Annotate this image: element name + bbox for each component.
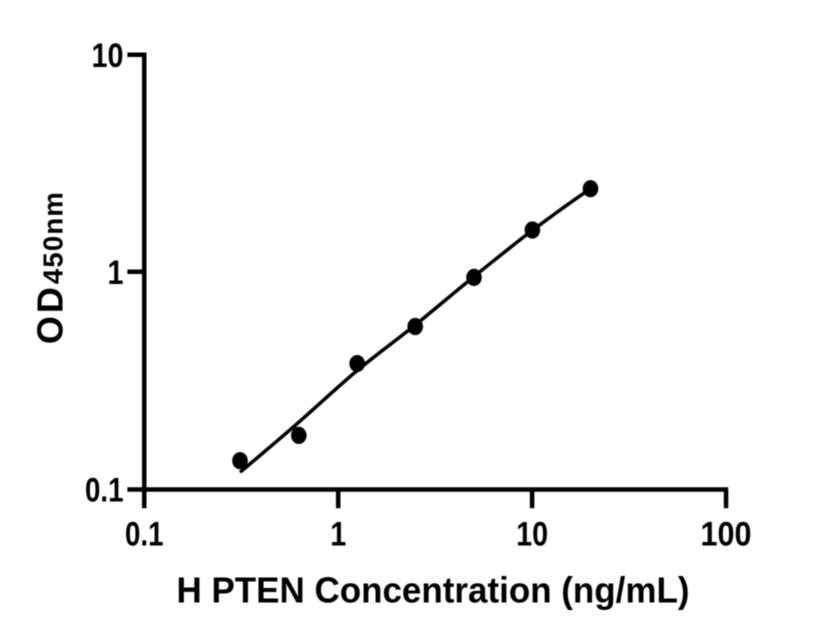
svg-text:1: 1: [108, 254, 124, 292]
svg-text:0.1: 0.1: [85, 471, 124, 509]
svg-text:1: 1: [330, 516, 346, 554]
svg-text:H PTEN Concentration (ng/mL): H PTEN Concentration (ng/mL): [177, 569, 690, 610]
svg-text:0.1: 0.1: [125, 516, 164, 554]
svg-text:OD450nm: OD450nm: [30, 192, 71, 344]
svg-text:10: 10: [516, 516, 548, 554]
svg-text:10: 10: [92, 37, 124, 75]
svg-text:100: 100: [701, 516, 752, 554]
